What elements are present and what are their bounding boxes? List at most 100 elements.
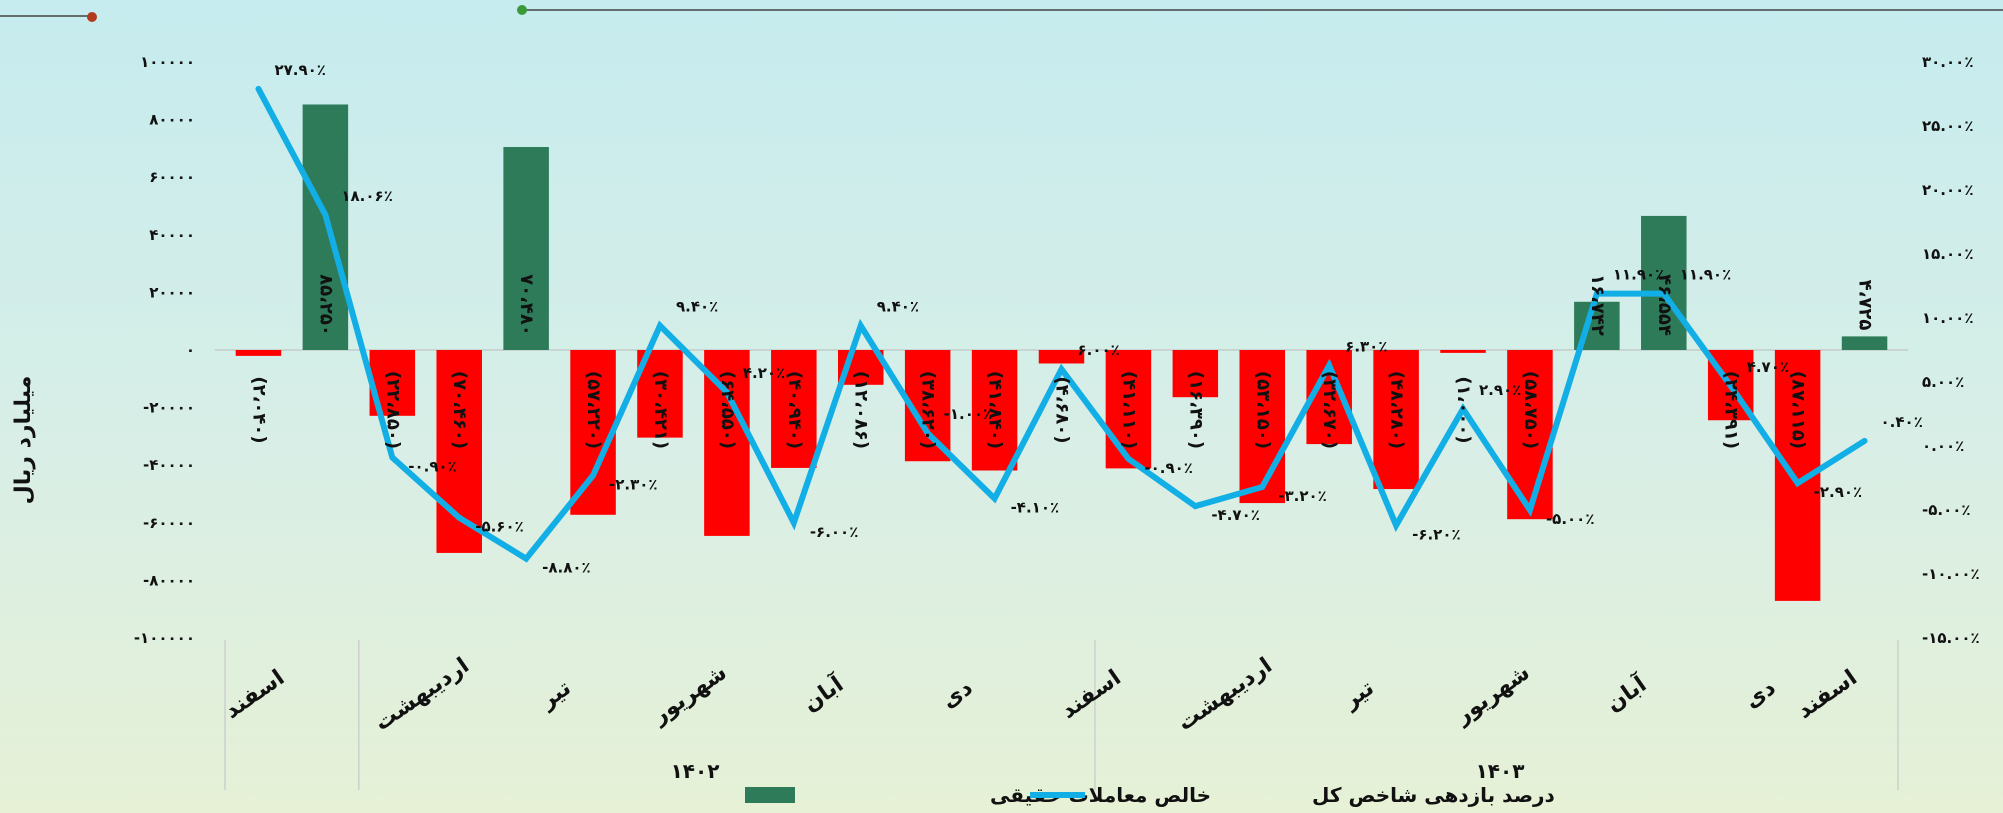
bar-data-label: (۴۸،۲۸۰) <box>1386 371 1407 449</box>
line-data-label: ۶.۳۰٪ <box>1345 337 1387 355</box>
y-tick-label: ۴۰۰۰۰ <box>149 226 195 244</box>
month-label: تیر <box>1338 676 1379 715</box>
line-data-label: ۲.۹۰٪ <box>1479 381 1521 399</box>
month-label: اسفند <box>220 665 289 724</box>
line-data-label: -۰.۹۰٪ <box>1144 459 1193 477</box>
y2-tick-label: ۱۵.۰۰٪ <box>1922 245 1973 263</box>
y2-tick-label: -۱۵.۰۰٪ <box>1922 629 1980 647</box>
category-dividers <box>224 640 1899 790</box>
year-label: ۱۴۰۲ <box>671 759 720 783</box>
bar-data-labels: (۲،۰۴۰) ۸۵،۲۵۰ (۲۲،۸۵۰) (۷۰،۴۶۰) ۷۰،۴۸۰ (۵۷،۲… <box>248 274 1875 449</box>
bar <box>771 350 817 468</box>
bar-data-label: (۲،۰۴۰) <box>248 376 269 443</box>
y2-tick-label: -۵.۰۰٪ <box>1922 501 1971 519</box>
line-data-label: -۶.۰۰٪ <box>810 523 859 541</box>
bar <box>1172 350 1219 398</box>
decor-lines <box>0 5 2003 22</box>
y2-tick-label: ۱۰.۰۰٪ <box>1922 309 1973 327</box>
legend-label: درصد بازدهی شاخص کل <box>1312 783 1555 807</box>
line-data-label: ۱۱.۹۰٪ <box>1613 266 1664 284</box>
month-label: اردیبهشت <box>370 653 474 736</box>
bar-data-label: (۵۳،۱۵۰) <box>1252 371 1273 449</box>
month-label: آبان <box>797 669 849 717</box>
y-tick-label: ۶۰۰۰۰ <box>149 168 195 186</box>
bar-series <box>235 104 1888 601</box>
line-data-label: -۱.۰۰٪ <box>944 405 993 423</box>
bar-data-label: (۷۰،۴۶۰) <box>449 371 470 449</box>
index-return-line <box>255 85 1868 563</box>
line-data-label: ۲۷.۹۰٪ <box>274 61 325 79</box>
month-label: دی <box>1740 675 1780 714</box>
bar-data-label: (۳۰،۴۲۱) <box>650 371 671 449</box>
bar-data-label: (۳۸،۶۲۰) <box>918 371 939 449</box>
y-tick-label: -۱۰۰۰۰۰ <box>134 629 195 647</box>
bar-data-label: ۴۶،۵۵۴ <box>1654 274 1675 336</box>
legend-label: خالص معاملات حقیقی <box>990 783 1211 807</box>
bar <box>971 350 1018 471</box>
line-data-label: ۴.۲۰٪ <box>743 364 785 382</box>
bar <box>1105 350 1152 469</box>
bar-data-label: (۴۰،۹۴۰) <box>784 371 805 449</box>
bar <box>1373 350 1419 490</box>
bar-data-label: ۴،۷۲۵ <box>1855 280 1876 331</box>
line-data-label: ۱۱.۹۰٪ <box>1680 266 1731 284</box>
bar-data-label: ۱۶،۷۴۲ <box>1587 274 1608 336</box>
line-data-label: ۹.۴۰٪ <box>877 298 919 316</box>
bar <box>503 147 549 350</box>
month-label: شهریور <box>1450 660 1534 730</box>
line-data-label: ۱۸.۰۶٪ <box>341 187 392 205</box>
month-label: اسفند <box>1793 665 1862 724</box>
y2-tick-label: -۱۰.۰۰٪ <box>1922 565 1980 583</box>
line-data-label: -۶.۲۰٪ <box>1412 525 1461 543</box>
y-tick-label: -۶۰۰۰۰ <box>143 514 195 532</box>
line-data-label: -۵.۶۰٪ <box>475 518 524 536</box>
bar-data-label: (۸۷،۱۱۵) <box>1788 371 1809 449</box>
line-data-label: -۳.۲۰٪ <box>1278 487 1327 505</box>
bar-data-label: (۵۸،۷۵۰) <box>1520 371 1541 449</box>
y-tick-label: -۸۰۰۰۰ <box>143 571 195 589</box>
line-data-label: -۴.۷۰٪ <box>1211 506 1260 524</box>
bar-data-label: (۴۱،۱۱۰) <box>1118 371 1139 449</box>
bar-data-label: (۶۴،۵۵۰) <box>717 371 738 449</box>
bar <box>1038 350 1085 364</box>
line-data-label: ۰.۴۰٪ <box>1881 413 1923 431</box>
line-data-label: ۶.۰۰٪ <box>1078 341 1120 359</box>
line-data-label: -۵.۰۰٪ <box>1546 510 1595 528</box>
bar-data-label: ۸۵،۲۵۰ <box>315 274 336 336</box>
legend: خالص معاملات حقیقی درصد بازدهی شاخص کل <box>745 783 1555 807</box>
bar <box>302 104 349 350</box>
month-label: اسفند <box>1057 665 1126 724</box>
y-tick-label: -۴۰۰۰۰ <box>143 456 195 474</box>
bar <box>1641 215 1687 350</box>
bar <box>235 350 282 356</box>
bar <box>1841 336 1888 350</box>
line-data-label: -۸.۸۰٪ <box>542 559 591 577</box>
year-label: ۱۴۰۳ <box>1476 759 1525 783</box>
y-tick-label: ۱۰۰۰۰۰ <box>140 53 195 71</box>
month-label: اردیبهشت <box>1173 653 1277 736</box>
bar-data-label: (۲۲،۸۵۰) <box>382 371 403 449</box>
line-data-label: -۴.۱۰٪ <box>1011 498 1060 516</box>
line-data-label: -۲.۳۰٪ <box>609 475 658 493</box>
y2-tick-label: ۰.۰۰٪ <box>1922 437 1964 455</box>
y-tick-label: ۸۰۰۰۰ <box>149 111 195 129</box>
line-data-label: ۴.۷۰٪ <box>1747 358 1789 376</box>
y2-tick-label: ۳۰.۰۰٪ <box>1922 53 1973 71</box>
y-axis-title: میلیارد ریال <box>11 376 36 505</box>
bar-data-label: ۷۰،۴۸۰ <box>516 274 537 336</box>
bar-data-label: (۲۴،۳۹۱) <box>1721 371 1742 449</box>
month-label: شهریور <box>647 660 731 730</box>
x-axis-categories: اسفند اردیبهشت تیر شهریور آبان دی اسفند اردیبهش… <box>220 653 1862 783</box>
line-data-label: ۹.۴۰٪ <box>676 298 718 316</box>
month-label: تیر <box>535 676 576 715</box>
line-data-label: -۰.۹۰٪ <box>408 458 457 476</box>
bar-data-label: (۴،۶۸۰) <box>1052 376 1073 443</box>
bar-data-label: (۱۶،۳۹۰) <box>1185 371 1206 449</box>
bar-data-label: (۱۲،۰۸۶) <box>851 371 872 449</box>
y2-tick-label: ۵.۰۰٪ <box>1922 373 1964 391</box>
y2-tick-label: ۲۰.۰۰٪ <box>1922 181 1973 199</box>
line-data-labels: ۲۷.۹۰٪ ۱۸.۰۶٪ -۰.۹۰٪ -۵.۶۰٪ -۸.۸۰٪ -۲.۳۰٪ ۹.۴۰… <box>274 61 1922 577</box>
line-data-label: -۲.۹۰٪ <box>1814 483 1863 501</box>
bar <box>1239 350 1286 504</box>
